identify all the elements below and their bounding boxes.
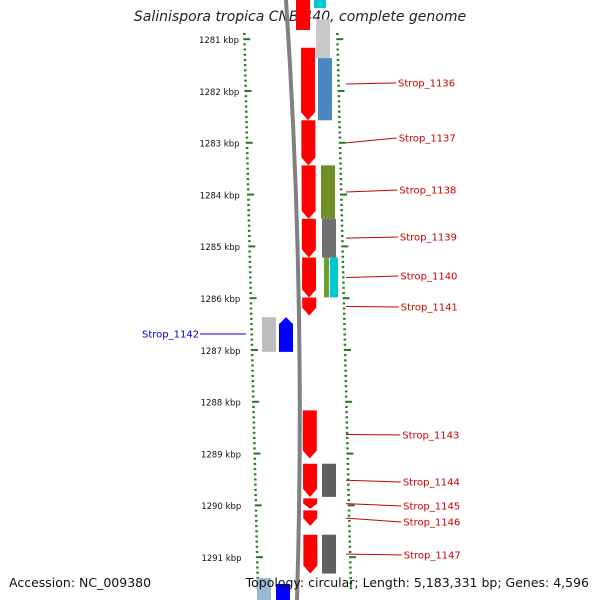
kbp-label: 1287 kbp bbox=[200, 347, 240, 357]
gene-label: Strop_1136 bbox=[398, 79, 455, 90]
feature-block bbox=[314, 0, 326, 8]
gene-arrow-forward bbox=[302, 257, 317, 298]
gene-arrow-forward bbox=[301, 218, 316, 258]
label-connector bbox=[345, 433, 401, 436]
gene-arrow-forward bbox=[303, 498, 318, 509]
gene-label: Strop_1138 bbox=[399, 186, 456, 197]
feature-block bbox=[330, 257, 338, 298]
gene-label: Strop_1141 bbox=[401, 303, 458, 314]
feature-block bbox=[322, 218, 336, 258]
feature-block bbox=[322, 534, 336, 574]
feature-block bbox=[321, 165, 335, 219]
gene-arrow-forward bbox=[301, 165, 316, 219]
kbp-label: 1288 kbp bbox=[201, 399, 241, 409]
feature-block bbox=[318, 58, 332, 121]
feature-block bbox=[324, 257, 329, 298]
gene-arrow-forward bbox=[302, 410, 317, 459]
label-connector bbox=[345, 137, 397, 144]
gene-label: Strop_1145 bbox=[403, 502, 460, 513]
gene-arrow-forward bbox=[303, 534, 318, 574]
kbp-scale: 1281 kbp 1282 kbp 1283 kbp 1284 kbp 1285 kbp… bbox=[199, 36, 242, 564]
gene-label: Strop_1140 bbox=[400, 272, 457, 283]
gene-arrow-forward bbox=[301, 120, 316, 166]
genome-backbone bbox=[284, 0, 302, 600]
gene-arrows bbox=[257, 0, 326, 600]
gene-arrow-reverse bbox=[276, 584, 290, 600]
gene-label: Strop_1142 bbox=[142, 330, 199, 341]
kbp-label: 1284 kbp bbox=[200, 191, 240, 201]
label-connector bbox=[345, 236, 398, 239]
kbp-label: 1281 kbp bbox=[199, 36, 239, 46]
feature-block bbox=[322, 463, 336, 497]
gene-arrow-reverse bbox=[279, 317, 293, 352]
gene-label: Strop_1143 bbox=[402, 431, 459, 442]
feature-block bbox=[257, 578, 271, 600]
gene-arrow-forward bbox=[303, 510, 318, 526]
tick-marks bbox=[243, 33, 356, 590]
gene-arrow-forward bbox=[301, 47, 316, 121]
gene-labels: Strop_1136 Strop_1137 Strop_1138 Strop_1139… bbox=[142, 79, 461, 562]
kbp-label: 1283 kbp bbox=[199, 140, 239, 150]
feature-block bbox=[316, 19, 330, 59]
label-connector bbox=[345, 275, 399, 279]
label-connector bbox=[345, 479, 401, 483]
accession-text: Accession: NC_009380 bbox=[9, 575, 152, 590]
gene-label: Strop_1139 bbox=[400, 233, 457, 244]
label-connector bbox=[345, 553, 402, 556]
kbp-label: 1289 kbp bbox=[201, 450, 241, 460]
backbone-line bbox=[284, 0, 302, 600]
topology-summary: Topology: circular; Length: 5,183,331 bp… bbox=[245, 575, 589, 590]
feature-block bbox=[262, 317, 276, 352]
kbp-label: 1290 kbp bbox=[201, 502, 241, 512]
gene-label: Strop_1147 bbox=[404, 551, 461, 562]
gene-label: Strop_1137 bbox=[399, 134, 456, 145]
label-connector bbox=[345, 189, 398, 193]
label-connector bbox=[345, 503, 402, 507]
gene-label: Strop_1144 bbox=[403, 478, 460, 489]
feature-blocks bbox=[262, 19, 338, 574]
gene-arrow-forward bbox=[296, 0, 310, 30]
kbp-label: 1285 kbp bbox=[200, 243, 240, 253]
gene-arrow-forward bbox=[302, 297, 317, 316]
label-connector bbox=[345, 82, 397, 85]
kbp-label: 1291 kbp bbox=[201, 554, 241, 564]
gene-label: Strop_1146 bbox=[403, 518, 460, 529]
kbp-label: 1286 kbp bbox=[200, 295, 240, 305]
kbp-label: 1282 kbp bbox=[199, 88, 239, 98]
gene-arrow-forward bbox=[303, 463, 318, 497]
label-connector bbox=[345, 517, 402, 523]
